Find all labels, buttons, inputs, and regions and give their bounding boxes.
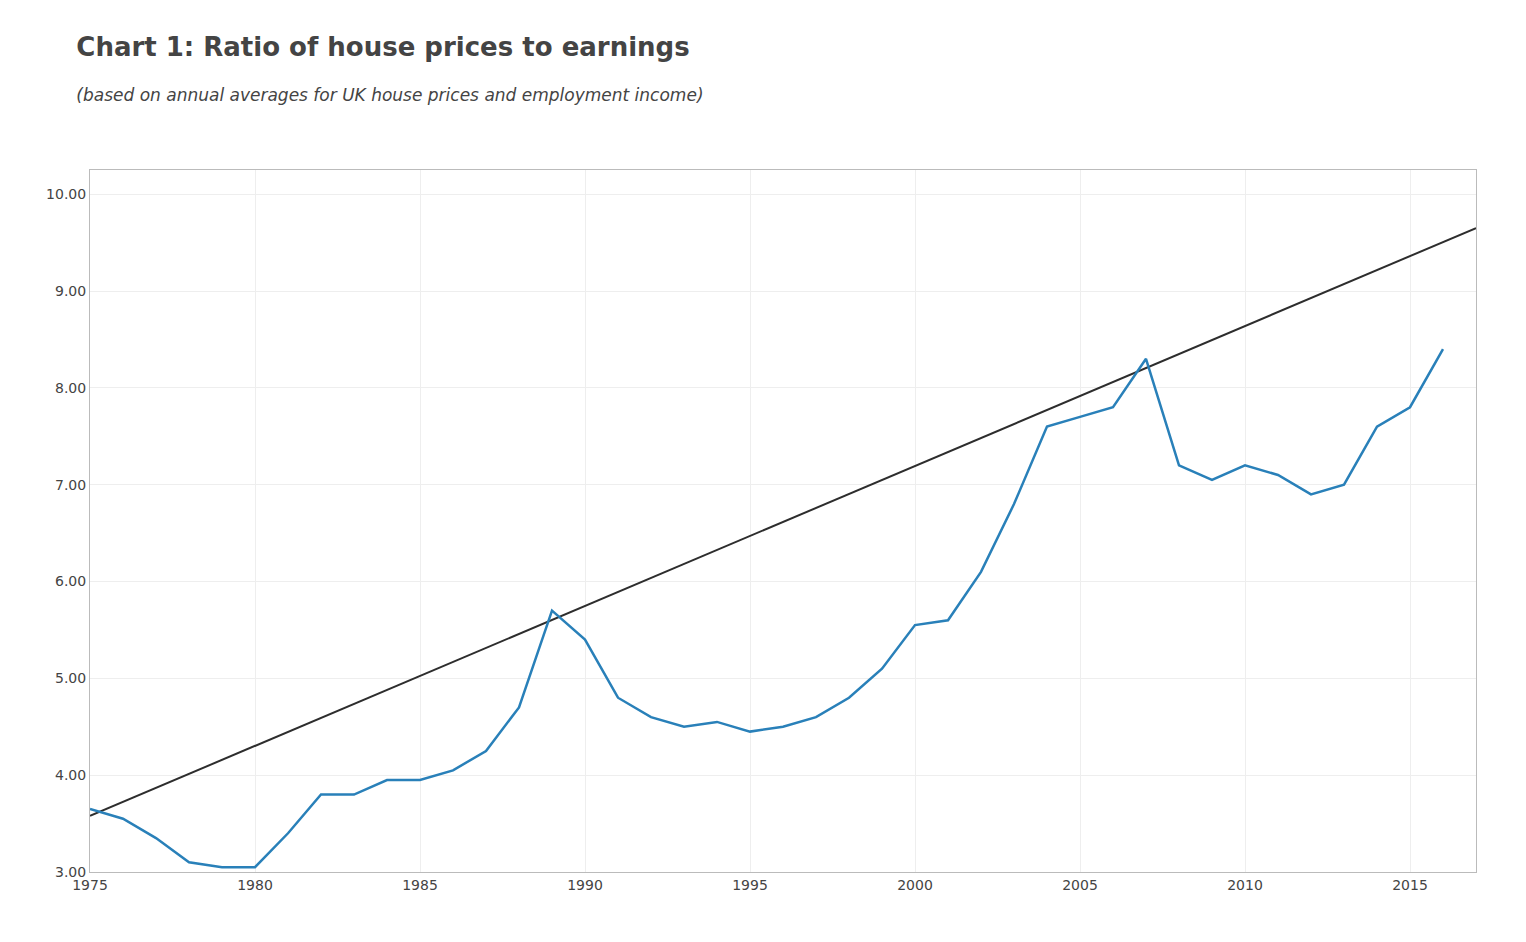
svg-text:1990: 1990 (567, 877, 603, 893)
svg-text:4.00: 4.00 (55, 767, 86, 783)
svg-text:2015: 2015 (1392, 877, 1428, 893)
svg-text:6.00: 6.00 (55, 573, 86, 589)
svg-text:1980: 1980 (237, 877, 273, 893)
svg-text:2000: 2000 (897, 877, 933, 893)
svg-text:3.00: 3.00 (55, 864, 86, 880)
svg-text:5.00: 5.00 (55, 670, 86, 686)
svg-text:(based on annual averages for: (based on annual averages for UK house p… (76, 85, 703, 105)
svg-text:2005: 2005 (1062, 877, 1098, 893)
svg-text:1985: 1985 (402, 877, 438, 893)
svg-text:10.00: 10.00 (46, 186, 86, 202)
svg-text:2010: 2010 (1227, 877, 1263, 893)
svg-text:Chart 1: Ratio of house prices: Chart 1: Ratio of house prices to earnin… (76, 32, 689, 62)
svg-text:1975: 1975 (72, 877, 108, 893)
svg-text:9.00: 9.00 (55, 283, 86, 299)
svg-text:8.00: 8.00 (55, 380, 86, 396)
svg-text:7.00: 7.00 (55, 477, 86, 493)
svg-text:1995: 1995 (732, 877, 768, 893)
